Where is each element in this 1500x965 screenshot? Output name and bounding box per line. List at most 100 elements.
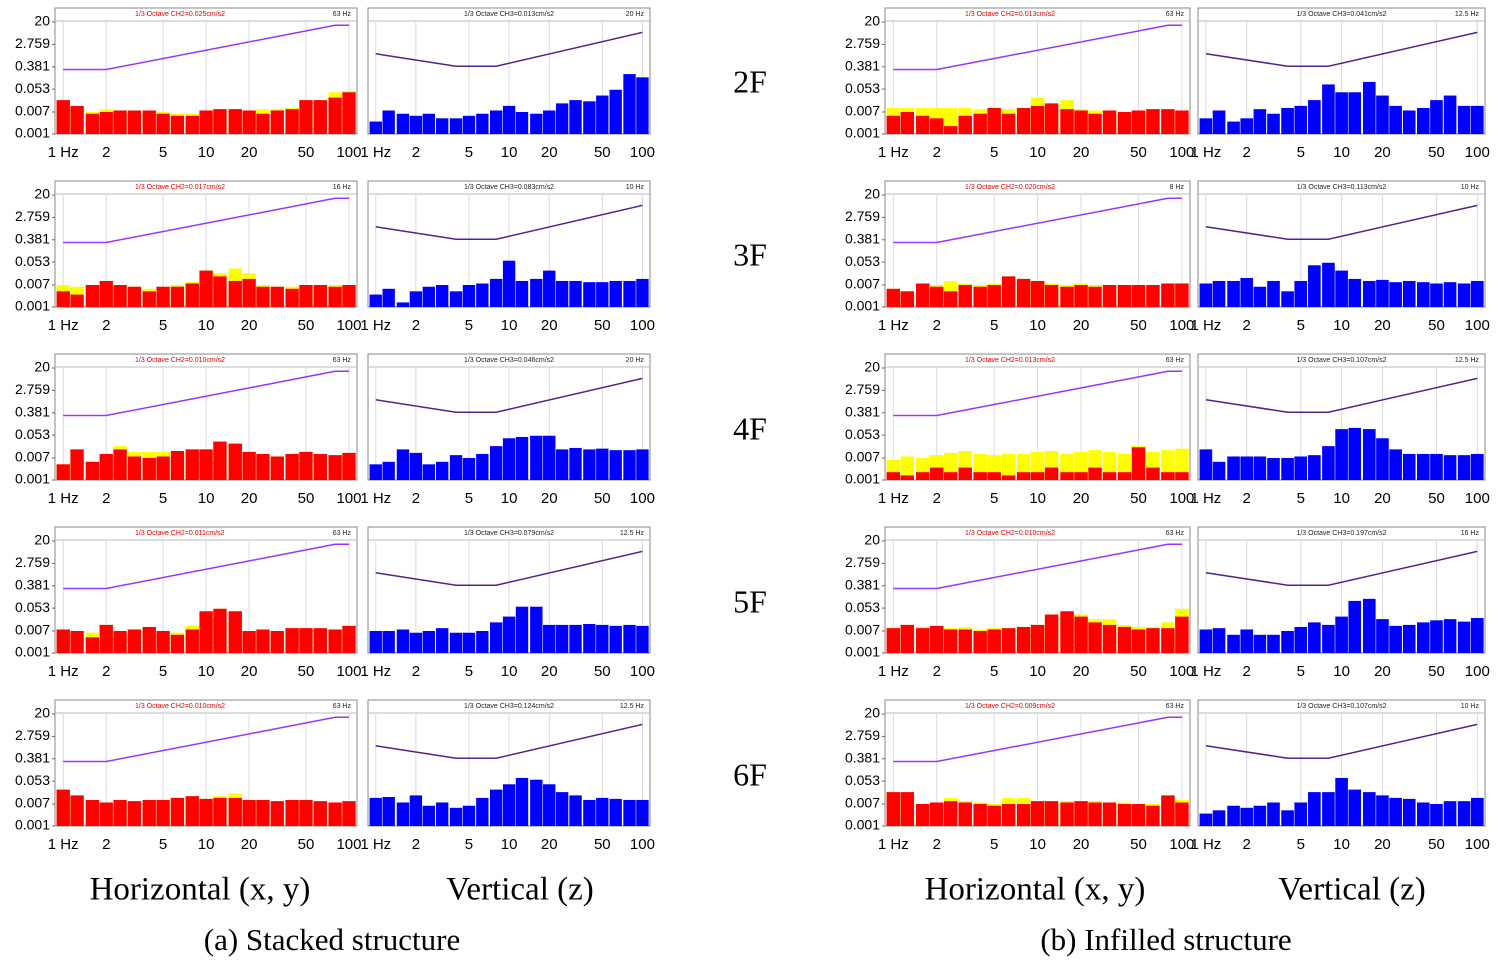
bar: [1102, 472, 1117, 480]
x-tick-label: 50: [1428, 836, 1445, 853]
bar: [1430, 620, 1443, 653]
x-tick-label: 100: [1465, 490, 1490, 507]
column-label: Vertical (z): [1278, 872, 1426, 908]
bar: [1060, 286, 1074, 307]
bar: [156, 630, 170, 653]
criterion-line: [893, 197, 1182, 244]
bar: [328, 802, 342, 826]
x-tick-label: 5: [465, 317, 473, 334]
bar: [1389, 797, 1402, 826]
bar: [1030, 280, 1045, 307]
x-tick-label: 20: [1374, 317, 1391, 334]
bar: [1001, 475, 1016, 480]
bar: [396, 629, 410, 653]
floor-label: 5F: [733, 583, 767, 619]
bar: [569, 447, 582, 480]
bar: [1457, 801, 1471, 826]
bar: [256, 629, 270, 653]
y-tick-label: 0.053: [15, 253, 50, 269]
y-tick-label: 0.053: [845, 772, 880, 788]
bar: [242, 278, 256, 307]
bar: [1146, 284, 1160, 307]
bar: [1001, 803, 1016, 826]
bar: [1281, 457, 1294, 480]
bar: [1227, 280, 1240, 307]
x-tick-label: 10: [198, 663, 215, 680]
x-tick-label: 20: [541, 490, 558, 507]
bar: [242, 799, 256, 826]
caption: (b) Infilled structure: [1040, 922, 1291, 957]
bar: [1457, 621, 1471, 653]
bar: [530, 278, 543, 307]
bar: [299, 628, 313, 653]
panel-peak: 63 Hz: [1166, 11, 1185, 18]
y-tick-label: 20: [864, 186, 880, 202]
column-label: Vertical (z): [446, 872, 594, 908]
bar: [1402, 453, 1416, 480]
bar: [543, 270, 556, 307]
bar: [943, 126, 958, 134]
bar: [422, 113, 436, 134]
x-tick-label: 5: [1297, 144, 1305, 161]
bar: [1117, 111, 1132, 134]
bar: [900, 456, 915, 480]
bar: [916, 115, 930, 134]
x-tick-label: 2: [412, 317, 420, 334]
criterion-line: [375, 204, 643, 240]
panel-header: 1/3 Octave CH3=0.013cm/s2: [464, 11, 554, 18]
x-tick-label: 50: [1130, 663, 1147, 680]
panel-peak: 12.5 Hz: [620, 703, 645, 710]
bar: [1060, 802, 1074, 826]
bar: [900, 624, 915, 653]
bar: [489, 278, 503, 307]
x-tick-label: 1 Hz: [878, 144, 909, 161]
bar: [1044, 467, 1059, 480]
bar: [596, 95, 609, 134]
x-tick-label: 20: [541, 663, 558, 680]
bar: [85, 799, 100, 826]
y-tick-label: 0.001: [845, 817, 880, 833]
bar: [436, 461, 449, 480]
bar: [328, 97, 342, 134]
bar: [462, 457, 476, 480]
bar: [973, 630, 987, 653]
bar: [369, 797, 382, 826]
x-tick-label: 50: [594, 490, 611, 507]
x-tick-label: 10: [501, 317, 518, 334]
x-tick-label: 2: [933, 490, 941, 507]
panel-peak: 12.5 Hz: [620, 530, 645, 537]
bar: [409, 452, 423, 480]
bar: [1348, 789, 1362, 826]
bar: [1117, 472, 1132, 480]
bar: [1389, 105, 1402, 134]
bar: [99, 453, 113, 480]
bar: [1175, 110, 1189, 134]
bar: [1416, 282, 1430, 307]
panel-header: 1/3 Octave CH2=0.013cm/s2: [965, 357, 1055, 364]
bar: [256, 286, 270, 307]
criterion-line: [1205, 204, 1478, 240]
x-tick-label: 10: [1333, 663, 1350, 680]
bar: [1348, 600, 1362, 653]
bar: [886, 628, 901, 653]
bar: [1389, 282, 1402, 307]
panel-peak: 63 Hz: [333, 357, 352, 364]
x-tick-label: 20: [1374, 490, 1391, 507]
x-tick-label: 50: [1130, 144, 1147, 161]
x-tick-label: 50: [1428, 144, 1445, 161]
x-tick-label: 50: [298, 317, 315, 334]
bar: [987, 805, 1001, 826]
x-tick-label: 1 Hz: [878, 490, 909, 507]
criterion-line: [63, 24, 349, 71]
panel-header: 1/3 Octave CH2=0.017cm/s2: [135, 184, 225, 191]
bar: [1322, 624, 1335, 653]
bar: [1281, 630, 1294, 653]
x-tick-label: 5: [465, 836, 473, 853]
bar: [396, 113, 410, 134]
bar: [1016, 626, 1031, 653]
bar: [396, 449, 410, 480]
bar: [502, 438, 516, 480]
bar: [1060, 472, 1074, 480]
bar: [70, 105, 84, 134]
